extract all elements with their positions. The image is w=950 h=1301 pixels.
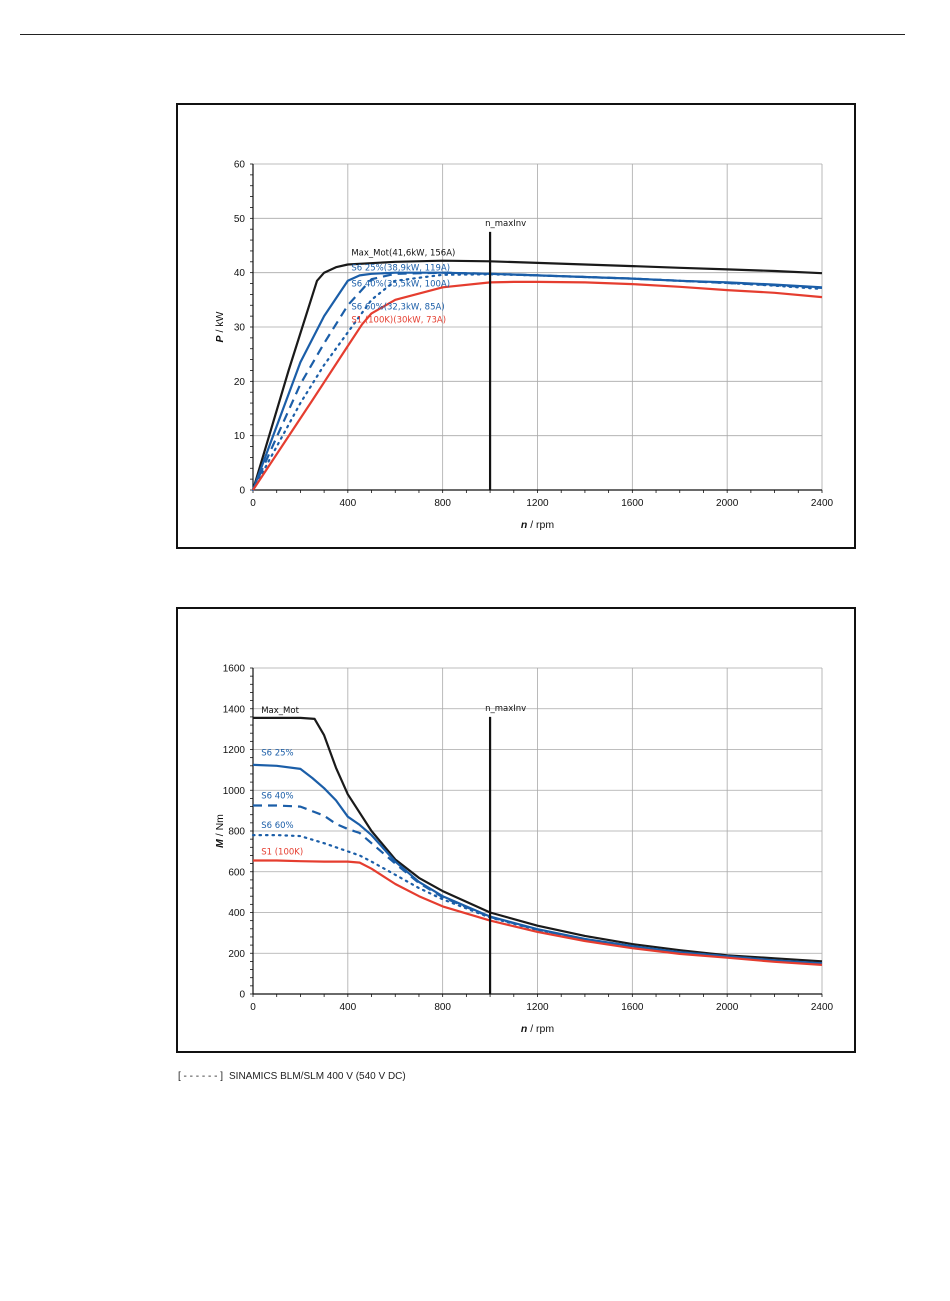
torque-series-label-1: S6 25% xyxy=(261,749,293,759)
torque-series-line-4 xyxy=(253,859,823,966)
footnote-text: SINAMICS BLM/SLM 400 V (540 V DC) xyxy=(229,1071,406,1082)
power-series-label-1: S6 25%(38,9kW, 119A) xyxy=(351,263,450,273)
footnote: [ - - - - - - ] SINAMICS BLM/SLM 400 V (5… xyxy=(178,1071,406,1082)
torque-series-line-3 xyxy=(251,834,824,965)
torque-y-tick-label: 200 xyxy=(228,949,245,960)
power-x-tick-label: 2000 xyxy=(716,498,739,509)
torque-y-tick-label: 800 xyxy=(228,827,245,838)
torque-x-axis-title: n / rpm xyxy=(521,1023,555,1035)
torque-x-tick-label: 2000 xyxy=(716,1002,739,1013)
torque-y-tick-label: 600 xyxy=(228,867,245,878)
power-marker-label: n_maxInv xyxy=(485,219,526,229)
power-y-tick-label: 40 xyxy=(234,268,246,279)
power-y-tick-label: 50 xyxy=(234,214,246,225)
torque-x-tick-label: 0 xyxy=(250,1002,256,1013)
power-y-axis-title: P / kW xyxy=(214,311,226,342)
power-x-tick-label: 1600 xyxy=(621,498,644,509)
power-x-tick-label: 800 xyxy=(434,498,451,509)
power-series-line-3 xyxy=(251,273,824,492)
torque-x-tick-label: 400 xyxy=(339,1002,356,1013)
power-chart: 0 10 20 30 40 50 60 0 400 800 1200 1600 2000 2400 n / … xyxy=(214,160,834,532)
torque-y-tick-label: 1400 xyxy=(223,704,246,715)
power-y-tick-label: 20 xyxy=(234,377,246,388)
power-y-tick-label: 30 xyxy=(234,323,246,334)
torque-y-tick-label: 1600 xyxy=(223,664,246,675)
torque-chart: 0 200 400 600 800 1000 1200 1400 1600 0 400 800 1200… xyxy=(214,664,834,1036)
torque-y-tick-label: 0 xyxy=(239,990,245,1001)
power-y-tick-label: 60 xyxy=(234,160,246,171)
torque-series-label-4: S1 (100K) xyxy=(261,847,303,857)
power-series-line-4 xyxy=(252,280,823,491)
torque-chart-panel: 0 200 400 600 800 1000 1200 1400 1600 0 400 800 1200… xyxy=(176,607,856,1053)
torque-series-label-2: S6 40% xyxy=(261,791,293,801)
power-series-label-0: Max_Mot(41,6kW, 156A) xyxy=(351,248,455,258)
torque-marker-label: n_maxInv xyxy=(485,704,526,714)
power-series-label-4: S1 (100K)(30kW, 73A) xyxy=(351,316,446,326)
power-x-tick-label: 0 xyxy=(250,498,256,509)
torque-x-tick-label: 2400 xyxy=(811,1002,834,1013)
power-y-tick-label: 0 xyxy=(239,486,245,497)
power-y-tick-label: 10 xyxy=(234,431,246,442)
power-series-line-0 xyxy=(251,259,823,491)
footnote-bracket: [ - - - - - - ] xyxy=(178,1071,223,1082)
power-x-axis-title: n / rpm xyxy=(521,519,555,531)
torque-x-tick-label: 1600 xyxy=(621,1002,644,1013)
page-top-rule xyxy=(20,34,905,35)
torque-x-tick-label: 1200 xyxy=(526,1002,549,1013)
torque-y-tick-label: 400 xyxy=(228,908,245,919)
torque-y-tick-label: 1200 xyxy=(223,745,246,756)
power-chart-panel: 0 10 20 30 40 50 60 0 400 800 1200 1600 2000 2400 n / … xyxy=(176,103,856,549)
power-x-tick-label: 1200 xyxy=(526,498,549,509)
power-x-tick-label: 400 xyxy=(339,498,356,509)
power-series-label-3: S6 60%(32,3kW, 85A) xyxy=(351,303,444,313)
torque-y-tick-label: 1000 xyxy=(223,786,246,797)
torque-x-tick-label: 800 xyxy=(434,1002,451,1013)
torque-series-label-0: Max_Mot xyxy=(261,706,299,716)
torque-series-line-0 xyxy=(253,716,823,963)
torque-series-label-3: S6 60% xyxy=(261,821,293,831)
torque-y-axis-title: M / Nm xyxy=(214,814,226,848)
power-x-tick-label: 2400 xyxy=(811,498,834,509)
power-series-label-2: S6 40%(35,5kW, 100A) xyxy=(351,279,450,289)
